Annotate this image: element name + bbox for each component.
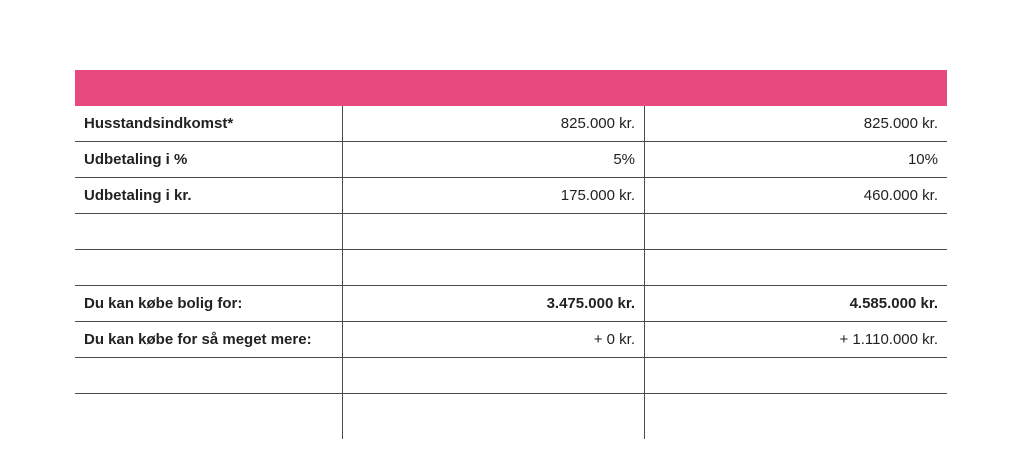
row-value-col1 <box>343 214 645 249</box>
row-value-col2: 825.000 kr. <box>863 115 938 132</box>
row-value-col1: 825.000 kr. <box>343 106 645 141</box>
table-row: Udbetaling i % 5% 10% <box>75 142 947 178</box>
table-row: Udbetaling i kr. 175.000 kr. 460.000 kr. <box>75 178 947 214</box>
table-row: Husstandsindkomst* 825.000 kr. 825.000 k… <box>75 106 947 142</box>
row-label: Udbetaling i % <box>75 142 343 177</box>
row-value-col2 <box>645 394 947 439</box>
row-value-col1: + 0 kr. <box>343 322 645 357</box>
row-label: Udbetaling i kr. <box>75 178 343 213</box>
row-value-col1: 3.475.000 kr. <box>343 286 645 321</box>
row-label: Du kan købe bolig for: <box>75 286 343 321</box>
row-value-col1 <box>343 394 645 439</box>
comparison-table: Husstandsindkomst* 825.000 kr. 825.000 k… <box>75 70 947 439</box>
row-value-col1: 5% <box>343 142 645 177</box>
row-label <box>75 214 343 249</box>
row-label <box>75 394 343 439</box>
table-header-band <box>75 70 947 106</box>
row-value-col2 <box>645 358 947 393</box>
row-label <box>75 250 343 285</box>
row-label: Husstandsindkomst* <box>75 106 343 141</box>
table-row <box>75 214 947 250</box>
row-label: Du kan købe for så meget mere: <box>75 322 343 357</box>
row-value-col2 <box>645 214 947 249</box>
table-row <box>75 394 947 439</box>
row-value-col1 <box>343 250 645 285</box>
row-label <box>75 358 343 393</box>
row-value-col2: + 1.110.000 kr. <box>839 331 938 348</box>
table-row <box>75 358 947 394</box>
row-value-col2: 460.000 kr. <box>863 187 938 204</box>
row-value-col1: 175.000 kr. <box>343 178 645 213</box>
row-value-col2 <box>645 250 947 285</box>
row-value-col1 <box>343 358 645 393</box>
table-row: Du kan købe for så meget mere: + 0 kr. +… <box>75 322 947 358</box>
table-row-total: Du kan købe bolig for: 3.475.000 kr. 4.5… <box>75 286 947 322</box>
row-value-col2: 4.585.000 kr. <box>849 295 938 312</box>
table-row <box>75 250 947 286</box>
row-value-col2: 10% <box>907 151 938 168</box>
